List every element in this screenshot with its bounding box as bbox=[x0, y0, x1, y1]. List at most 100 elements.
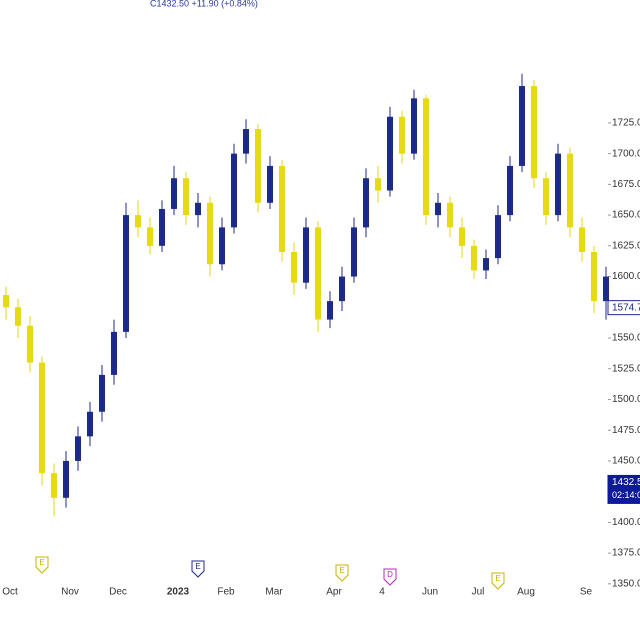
y-tick-label: 1350.00 bbox=[612, 578, 640, 589]
candle-body bbox=[579, 227, 585, 252]
candle-body bbox=[267, 165, 273, 203]
y-tick-label: 1600.00 bbox=[612, 271, 640, 282]
event-icon bbox=[383, 568, 397, 586]
candle-body bbox=[531, 86, 537, 179]
candle-body bbox=[75, 436, 81, 461]
event-marker: D bbox=[383, 568, 397, 586]
candle-body bbox=[363, 178, 369, 228]
x-tick-label: Aug bbox=[517, 587, 535, 598]
y-tick-label: 1525.00 bbox=[612, 363, 640, 374]
x-tick-label: Nov bbox=[61, 587, 79, 598]
candle-body bbox=[375, 178, 381, 191]
candle-body bbox=[507, 165, 513, 216]
candle-body bbox=[399, 116, 405, 154]
event-marker: E bbox=[35, 556, 49, 574]
y-tick-label: 1550.00 bbox=[612, 333, 640, 344]
candle-body bbox=[495, 215, 501, 259]
candle-body bbox=[99, 374, 105, 412]
candle-body bbox=[3, 294, 9, 308]
price-label-box bbox=[607, 300, 640, 316]
y-tick-label: 1475.00 bbox=[612, 425, 640, 436]
y-tick-label: 1375.00 bbox=[612, 548, 640, 559]
event-label: D bbox=[387, 570, 393, 579]
event-label: E bbox=[495, 574, 500, 583]
candle-body bbox=[147, 227, 153, 246]
candle-body bbox=[171, 178, 177, 209]
candle-body bbox=[603, 276, 609, 302]
candle-body bbox=[471, 245, 477, 271]
event-icon bbox=[35, 556, 49, 574]
y-tick-label: 1725.00 bbox=[612, 118, 640, 129]
candle-body bbox=[207, 202, 213, 265]
candle-body bbox=[279, 165, 285, 252]
candle-body bbox=[219, 227, 225, 265]
event-icon bbox=[491, 572, 505, 590]
candle-body bbox=[291, 251, 297, 283]
y-tick-label: 1625.00 bbox=[612, 240, 640, 251]
price-label: 1574.70 bbox=[612, 302, 640, 313]
y-tick-label: 1650.00 bbox=[612, 210, 640, 221]
candle-body bbox=[39, 362, 45, 474]
candle-body bbox=[243, 129, 249, 154]
x-tick-label: Mar bbox=[265, 587, 283, 598]
candle-body bbox=[183, 178, 189, 216]
candle-body bbox=[435, 202, 441, 216]
candle-body bbox=[327, 301, 333, 320]
price-label: 1432.50 bbox=[612, 477, 640, 488]
y-tick-label: 1500.00 bbox=[612, 394, 640, 405]
event-label: E bbox=[195, 562, 200, 571]
candle-body bbox=[459, 227, 465, 246]
candle-body bbox=[15, 307, 21, 326]
candle-body bbox=[447, 202, 453, 228]
countdown: 02:14:09 bbox=[612, 490, 640, 500]
candle-body bbox=[303, 227, 309, 283]
candle-body bbox=[519, 86, 525, 166]
candle-body bbox=[27, 325, 33, 363]
event-icon bbox=[191, 560, 205, 578]
x-tick-label: 2023 bbox=[167, 587, 190, 598]
event-marker: E bbox=[191, 560, 205, 578]
candle-body bbox=[567, 153, 573, 228]
candle-body bbox=[255, 129, 261, 203]
x-tick-label: Se bbox=[580, 587, 593, 598]
event-label: E bbox=[339, 566, 344, 575]
y-tick-label: 1400.00 bbox=[612, 517, 640, 528]
event-label: E bbox=[39, 558, 44, 567]
candle-body bbox=[423, 98, 429, 216]
y-tick-label: 1700.00 bbox=[612, 148, 640, 159]
candle-body bbox=[387, 116, 393, 191]
candle-body bbox=[555, 153, 561, 216]
event-icon bbox=[335, 564, 349, 582]
event-marker: E bbox=[491, 572, 505, 590]
x-tick-label: Jul bbox=[472, 587, 485, 598]
candle-body bbox=[51, 473, 57, 498]
candle-body bbox=[483, 258, 489, 271]
candle-body bbox=[543, 178, 549, 216]
candle-body bbox=[339, 276, 345, 302]
x-tick-label: Oct bbox=[2, 587, 18, 598]
candle-body bbox=[351, 227, 357, 277]
y-tick-label: 1675.00 bbox=[612, 179, 640, 190]
x-tick-label: Dec bbox=[109, 587, 127, 598]
y-tick-label: 1450.00 bbox=[612, 456, 640, 467]
x-tick-label: 4 bbox=[379, 587, 385, 598]
x-tick-label: Apr bbox=[326, 587, 342, 598]
candle-body bbox=[159, 208, 165, 246]
candle-body bbox=[591, 251, 597, 302]
candle-body bbox=[135, 215, 141, 228]
price-label-box bbox=[607, 474, 640, 504]
candle-body bbox=[231, 153, 237, 228]
candle-body bbox=[195, 202, 201, 216]
candle-body bbox=[111, 331, 117, 375]
x-tick-label: Jun bbox=[422, 587, 438, 598]
event-marker: E bbox=[335, 564, 349, 582]
x-tick-label: Feb bbox=[217, 587, 235, 598]
candle-body bbox=[123, 215, 129, 332]
candle-body bbox=[315, 227, 321, 320]
candle-body bbox=[63, 460, 69, 498]
candle-body bbox=[87, 411, 93, 437]
candle-body bbox=[411, 98, 417, 154]
header: C1432.50 +11.90 (+0.84%) bbox=[150, 0, 258, 8]
